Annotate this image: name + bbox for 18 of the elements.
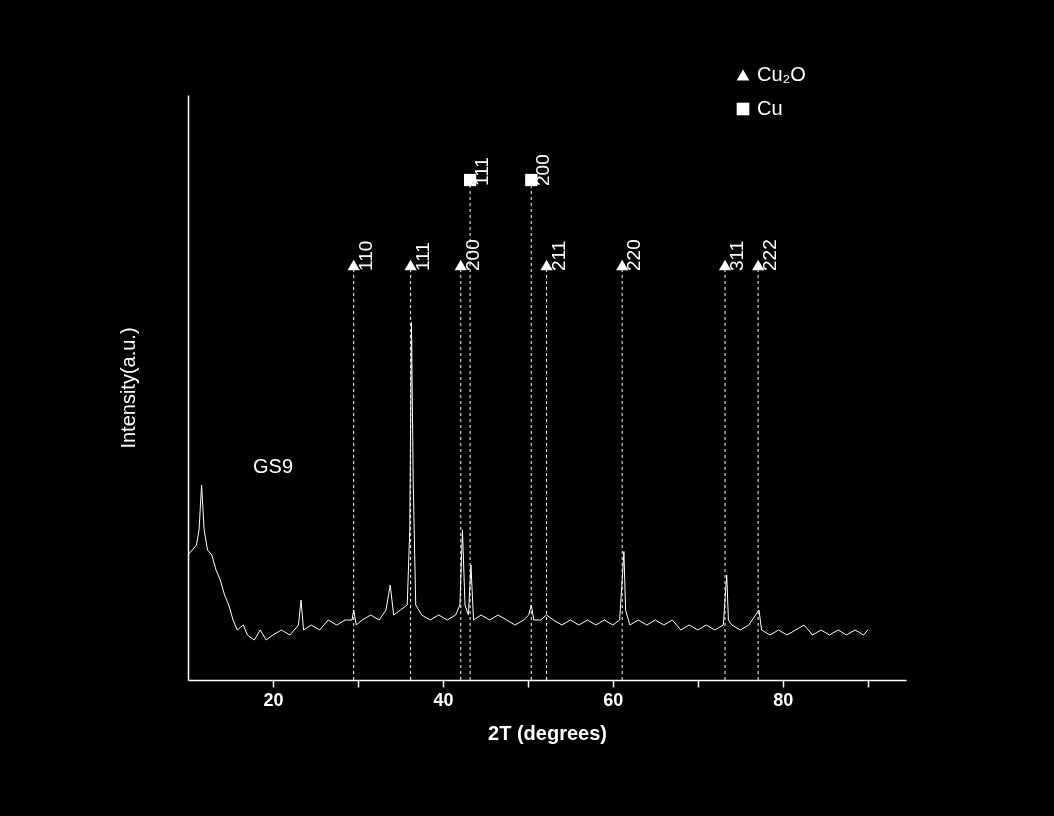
x-tick-label: 40: [433, 689, 454, 710]
x-tick-label: 20: [263, 689, 284, 710]
x-tick-label: 80: [773, 689, 794, 710]
annotation: 111: [411, 242, 433, 271]
annotation: 200: [461, 239, 483, 271]
annotation: 311: [726, 240, 748, 271]
annotation: 220: [623, 239, 645, 271]
annotation: 200: [532, 154, 554, 186]
x-axis-title: 2T (degrees): [488, 721, 607, 744]
legend-label: Cu₂O: [757, 63, 806, 85]
annotation: GS9: [253, 455, 294, 477]
annotation: 110: [354, 240, 376, 271]
annotation: 111: [471, 157, 493, 186]
annotation: 222: [759, 239, 781, 271]
annotation: 211: [547, 240, 569, 271]
y-axis-title: Intensity(a.u.): [116, 327, 139, 449]
legend-label: Cu: [757, 97, 783, 119]
x-tick-label: 60: [603, 689, 624, 710]
